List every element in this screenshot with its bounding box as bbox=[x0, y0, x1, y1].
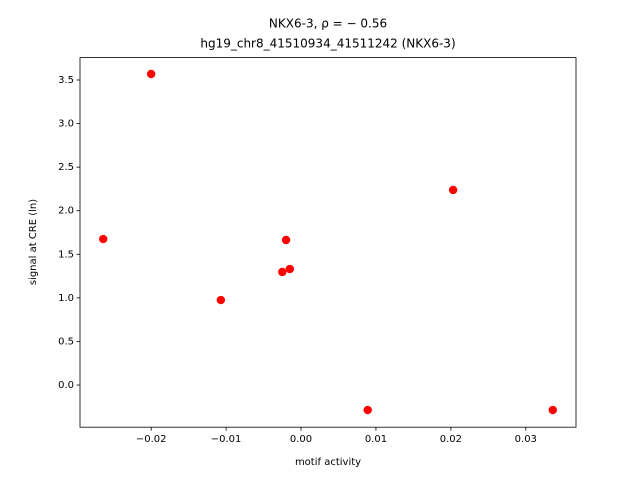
point bbox=[285, 264, 294, 274]
x-tick-label: 0.00 bbox=[290, 434, 312, 445]
point bbox=[363, 405, 372, 415]
x-tick-label: 0.02 bbox=[440, 434, 462, 445]
x-tick-label: 0.01 bbox=[365, 434, 387, 445]
point bbox=[216, 295, 226, 305]
y-tick-label: 0.5 bbox=[58, 336, 74, 347]
y-tick-label: 0.0 bbox=[58, 380, 74, 391]
y-axis-label: signal at CRE (ln) bbox=[28, 199, 39, 285]
x-axis-label: motif activity bbox=[295, 457, 361, 468]
x-tick-label: 0.03 bbox=[515, 434, 537, 445]
y-tick-label: 2.5 bbox=[58, 162, 74, 173]
x-tick-label: −0.01 bbox=[211, 434, 242, 445]
point bbox=[448, 185, 458, 195]
y-tick-label: 3.0 bbox=[58, 119, 74, 130]
point bbox=[278, 267, 287, 277]
point bbox=[548, 405, 557, 415]
point bbox=[281, 235, 291, 245]
y-tick-label: 1.5 bbox=[58, 249, 74, 260]
point bbox=[99, 234, 108, 244]
chart-title: NKX6-3, ρ = − 0.56 bbox=[269, 17, 387, 31]
plot-frame bbox=[79, 57, 577, 428]
x-tick-label: −0.02 bbox=[136, 434, 167, 445]
y-tick-label: 2.0 bbox=[58, 206, 74, 217]
point bbox=[146, 69, 156, 79]
chart-subtitle: hg19_chr8_41510934_41511242 (NKX6-3) bbox=[200, 37, 455, 51]
y-tick-label: 3.5 bbox=[58, 75, 74, 86]
y-tick-label: 1.0 bbox=[58, 293, 74, 304]
